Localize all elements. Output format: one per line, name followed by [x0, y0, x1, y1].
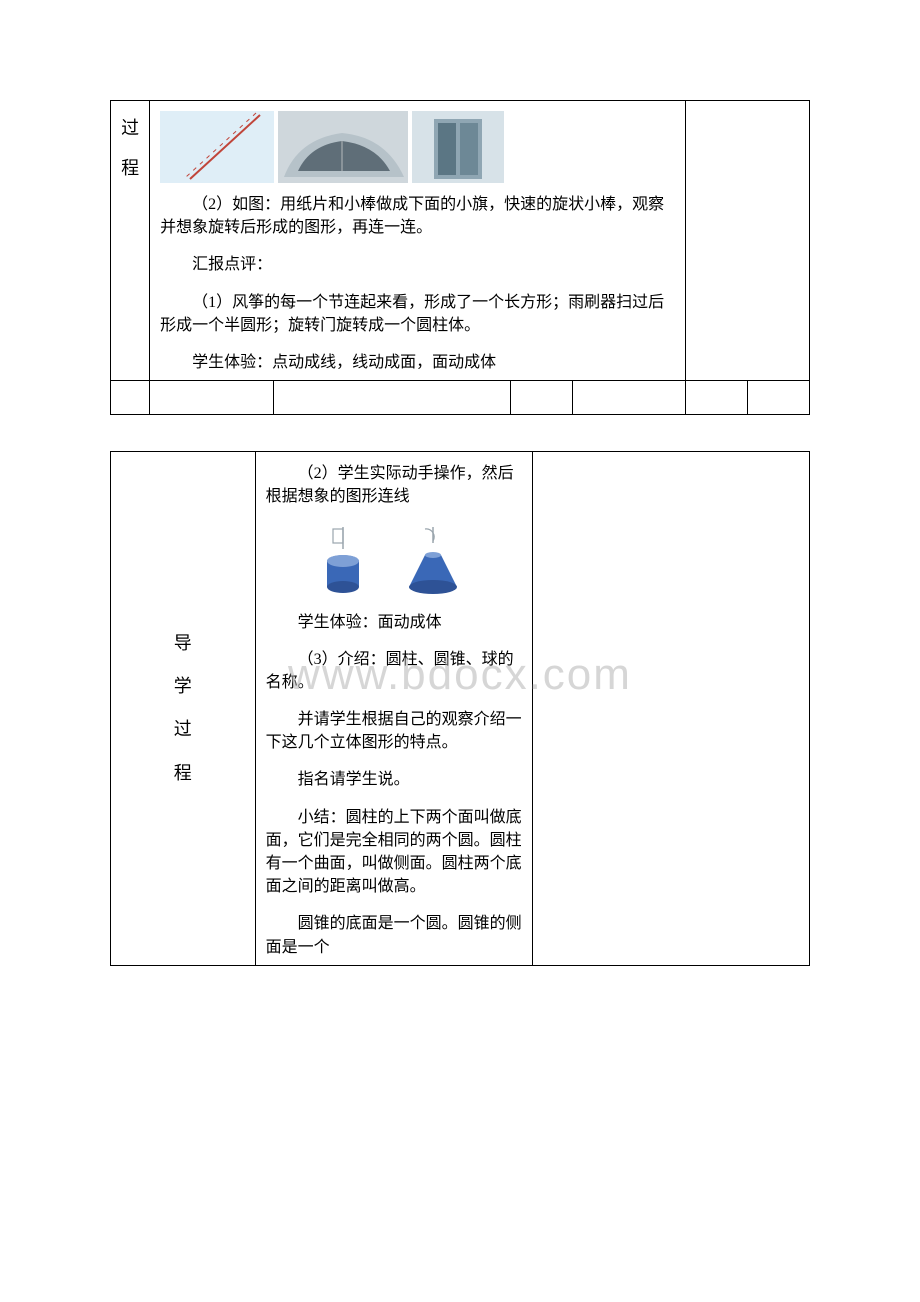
- table1-paragraph: 汇报点评：: [160, 253, 675, 276]
- table1-paragraph: 学生体验：点动成线，线动成面，面动成体: [160, 351, 675, 374]
- empty-cell: [150, 381, 274, 415]
- table2-paragraph: 指名请学生说。: [266, 768, 522, 791]
- empty-cell: [510, 381, 572, 415]
- label-char: 导: [115, 622, 251, 665]
- cylinder-shape-icon: [315, 527, 371, 597]
- table1-content-cell: （2）如图：用纸片和小棒做成下面的小旗，快速的旋状小棒，观察并想象旋转后形成的图…: [150, 101, 686, 381]
- table1-row-label: 过 程: [111, 101, 150, 381]
- empty-cell: [572, 381, 685, 415]
- table2-paragraph: 并请学生根据自己的观察介绍一下这几个立体图形的特点。: [266, 708, 522, 754]
- table1-paragraph: （1）风筝的每一个节连起来看，形成了一个长方形；雨刷器扫过后形成一个半圆形；旋转…: [160, 291, 675, 337]
- table1-paragraph: （2）如图：用纸片和小棒做成下面的小旗，快速的旋状小棒，观察并想象旋转后形成的图…: [160, 193, 675, 239]
- lesson-table-2: 导 学 过 程 （2）学生实际动手操作，然后根据想象的图形连线: [110, 451, 810, 966]
- lesson-table-1: 过 程: [110, 100, 810, 415]
- table2-paragraph: （2）学生实际动手操作，然后根据想象的图形连线: [266, 462, 522, 508]
- page-container: 过 程: [0, 0, 920, 1006]
- label-char: 过: [115, 109, 145, 149]
- empty-cell: [111, 381, 150, 415]
- table2-paragraph: 学生体验：面动成体: [266, 611, 522, 634]
- label-char: 学: [115, 665, 251, 708]
- table2-content-cell: （2）学生实际动手操作，然后根据想象的图形连线: [255, 452, 532, 966]
- empty-cell: [686, 381, 748, 415]
- table2-empty-right: [532, 452, 809, 966]
- table1-empty-row: [111, 381, 810, 415]
- shapes-row: [266, 527, 522, 597]
- revolving-door-image: [412, 111, 504, 183]
- table2-paragraph: 圆锥的底面是一个圆。圆锥的侧面是一个: [266, 912, 522, 958]
- cone-shape-icon: [401, 527, 473, 597]
- table2-paragraph: 小结：圆柱的上下两个面叫做底面，它们是完全相同的两个圆。圆柱有一个曲面，叫做侧面…: [266, 806, 522, 899]
- car-image: [278, 111, 408, 183]
- empty-cell: [748, 381, 810, 415]
- empty-cell: [273, 381, 510, 415]
- table1-empty-right: [686, 101, 810, 381]
- image-row: [160, 111, 675, 183]
- table2-paragraph: （3）介绍：圆柱、圆锥、球的名称。: [266, 648, 522, 694]
- label-char: 程: [115, 149, 145, 189]
- kite-image: [160, 111, 274, 183]
- table2-row-label: 导 学 过 程: [111, 452, 256, 966]
- label-char: 程: [115, 752, 251, 795]
- label-char: 过: [115, 708, 251, 751]
